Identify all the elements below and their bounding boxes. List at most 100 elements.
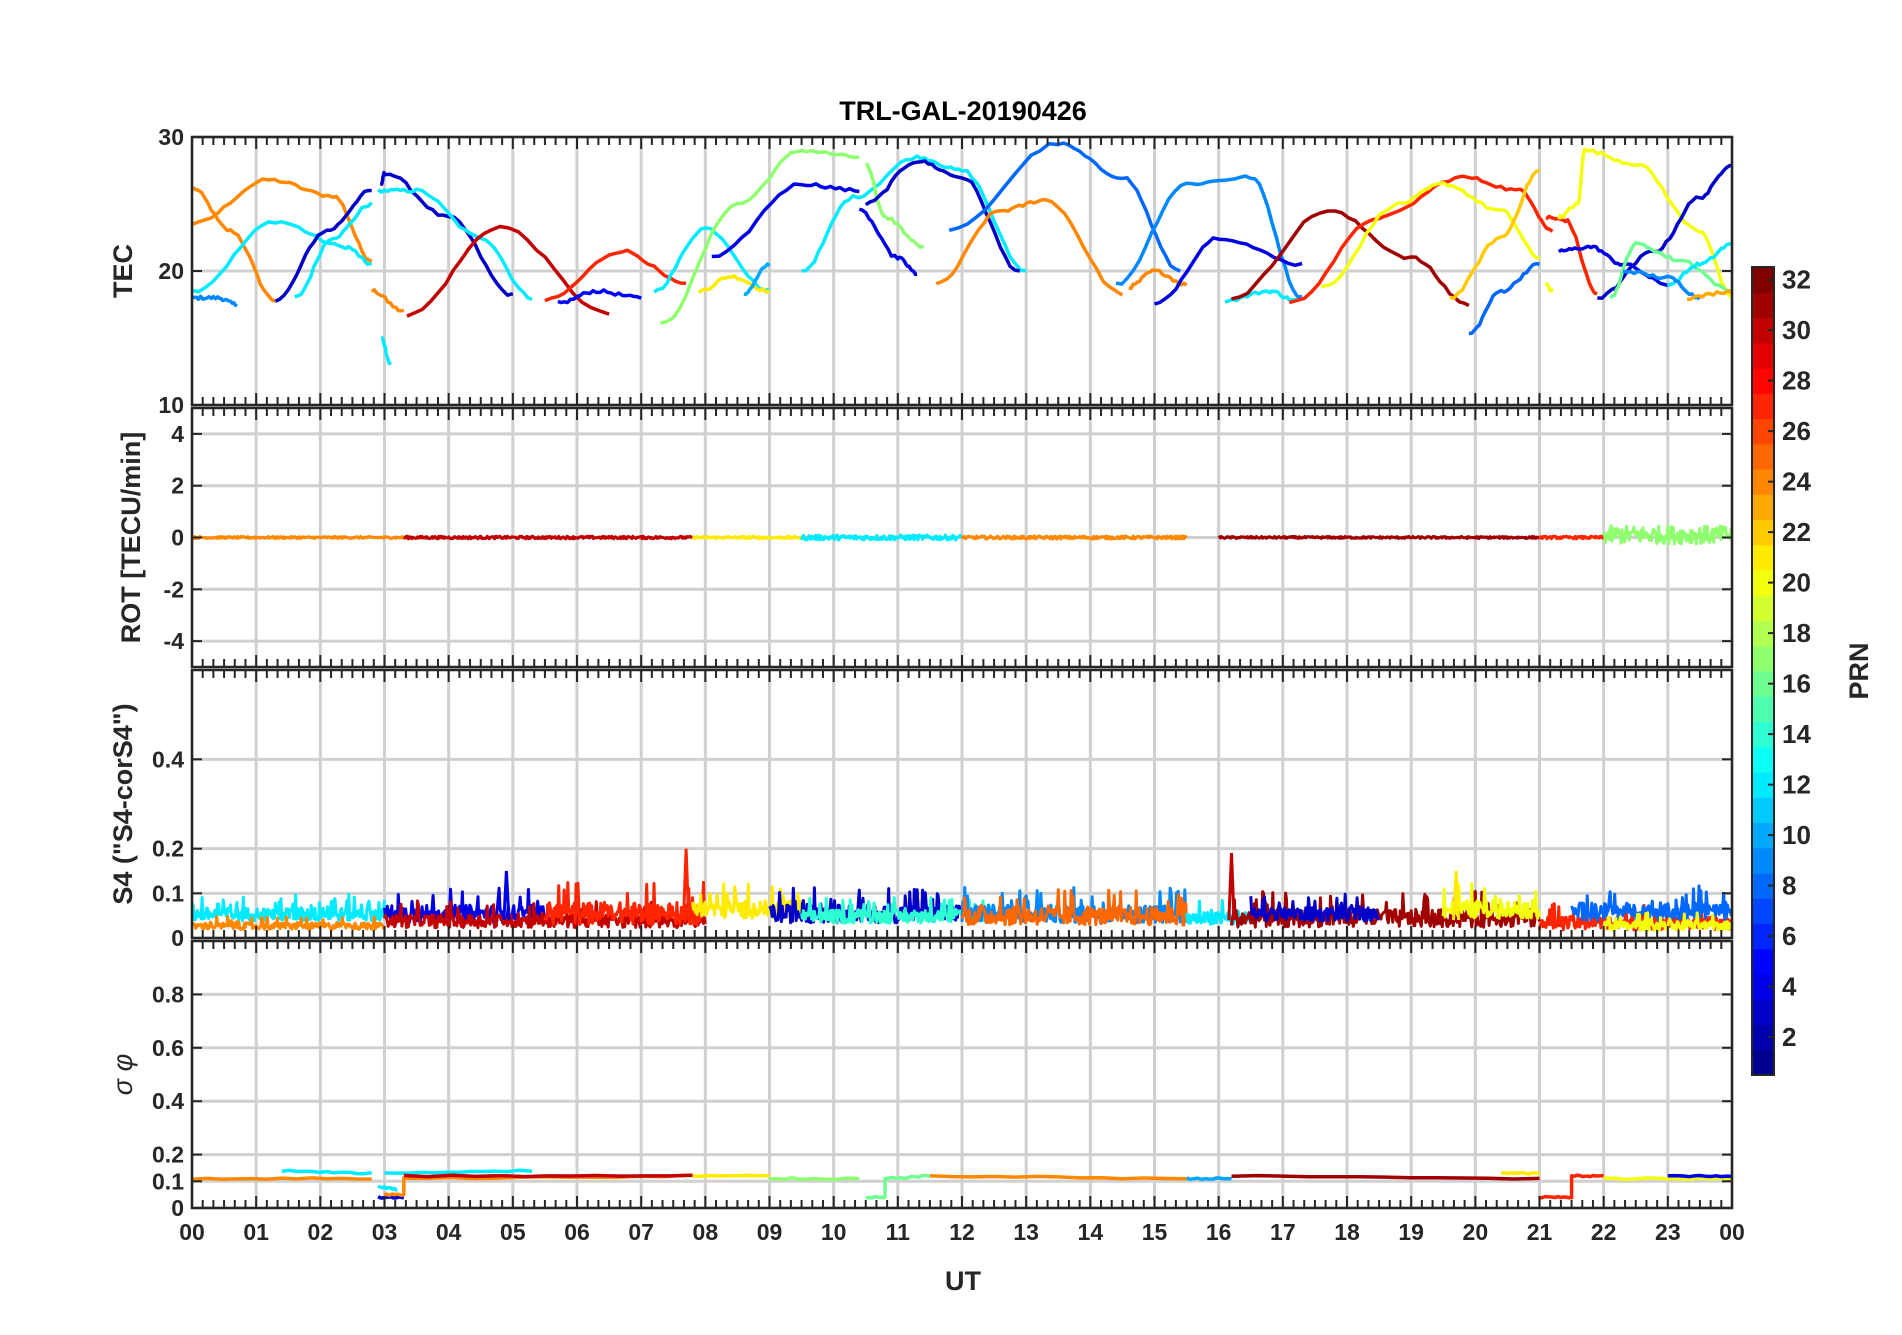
colorbar-bin	[1752, 342, 1774, 369]
series-prn-24	[935, 197, 1124, 297]
series-prn-21	[691, 534, 803, 541]
colorbar-bin	[1752, 267, 1774, 293]
spike-prn-21	[1452, 870, 1461, 921]
series-prn-12	[192, 892, 386, 923]
series-prn-20	[1544, 282, 1554, 293]
colorbar-tick-label: 16	[1782, 669, 1811, 699]
series-prn-30	[403, 534, 694, 541]
colorbar-bin	[1752, 1049, 1774, 1076]
colorbar-tick-label: 2	[1782, 1022, 1796, 1052]
x-tick-labels: 00 01 02 03 04 05 06 07 08 09 10 11 12 13 14 15 16 17 18 19…	[179, 1219, 1745, 1245]
panel-sigma: 00.10.2 0.4 0.6 0.8 σ φ	[108, 939, 1734, 1221]
y-axis-label-rot: ROT [TECU/min]	[116, 432, 146, 643]
series-prn-12	[377, 1184, 398, 1192]
x-tick-label: 15	[1142, 1219, 1168, 1245]
series-prn-4	[1667, 1173, 1732, 1179]
series-prn-17	[659, 148, 860, 325]
x-tick-label: 07	[628, 1219, 654, 1245]
colorbar-bin	[1752, 570, 1774, 596]
series-prn-23	[1687, 288, 1732, 302]
series-prn-9	[1622, 269, 1701, 301]
colorbar-bin	[1752, 822, 1774, 849]
y-tick-label: 0.4	[152, 1088, 184, 1114]
series-prn-16	[1608, 240, 1732, 300]
series-prn-24	[370, 288, 405, 313]
series-prn-12	[281, 1168, 372, 1176]
x-tick-label: 20	[1463, 1219, 1489, 1245]
series-prn-16	[865, 1173, 931, 1200]
y-tick-label: 0.1	[152, 1168, 184, 1194]
colorbar-bin	[1752, 873, 1774, 899]
x-tick-label: 03	[372, 1219, 398, 1245]
colorbar-bin	[1752, 494, 1774, 521]
y-tick-label: -2	[164, 576, 184, 602]
series-prn-8	[1468, 261, 1540, 336]
colorbar-bin	[1752, 746, 1774, 773]
series-prn-5	[557, 288, 642, 305]
series-prn-10	[743, 262, 771, 297]
x-axis-label: UT	[945, 1266, 981, 1296]
series-prn-24	[960, 534, 1188, 541]
colorbar-tick-label: 18	[1782, 618, 1811, 648]
x-tick-label: 09	[757, 1219, 783, 1245]
y-axis-label-sigma: σ φ	[108, 1054, 138, 1095]
spike-prn-4	[502, 870, 511, 921]
series-prn-12	[653, 226, 770, 294]
colorbar-bin	[1752, 948, 1774, 975]
series-prn-3	[274, 188, 372, 303]
series-prn-31	[1231, 209, 1470, 308]
colorbar-tick-label: 10	[1782, 820, 1811, 850]
y-tick-label: 2	[171, 473, 184, 499]
series-prn-25	[960, 888, 1189, 927]
series-prn-22	[1449, 168, 1541, 301]
x-tick-label: 22	[1591, 1219, 1617, 1245]
colorbar-bin	[1752, 645, 1774, 672]
series-prn-27	[544, 248, 687, 303]
y-axis-label-tec: TEC	[108, 244, 138, 298]
series-prn-24	[929, 1173, 1187, 1181]
series-prn-8	[1570, 884, 1732, 923]
series-prn-27	[1538, 534, 1605, 541]
colorbar-bin	[1752, 393, 1774, 420]
series-prn-3	[864, 159, 1021, 273]
series-prn-30	[406, 224, 610, 318]
series-prn-31	[1231, 1173, 1540, 1181]
x-tick-label: 21	[1527, 1219, 1553, 1245]
y-tick-label: 0.2	[152, 836, 184, 862]
series-prn-27	[1545, 214, 1598, 296]
data-s4	[192, 848, 1732, 932]
colorbar-bin	[1752, 999, 1774, 1026]
x-tick-label: 18	[1334, 1219, 1360, 1245]
colorbar-bin	[1752, 898, 1774, 925]
series-prn-10	[1186, 1176, 1232, 1182]
y-tick-label: 4	[171, 421, 184, 447]
colorbar-bin	[1752, 544, 1774, 571]
colorbar-bin	[1752, 721, 1774, 748]
spike-prn-27	[682, 848, 691, 921]
series-prn-3	[377, 1195, 405, 1200]
series-prn-3	[1249, 892, 1381, 923]
y-tick-label: 0	[171, 925, 184, 951]
series-prn-4	[711, 182, 860, 259]
x-tick-label: 10	[821, 1219, 847, 1245]
series-prn-4	[858, 207, 918, 277]
y-tick-label: 20	[158, 258, 184, 284]
series-prn-17	[1602, 524, 1732, 546]
panel-tec: 10 20 30 TEC	[108, 124, 1734, 418]
x-tick-label: 01	[243, 1219, 269, 1245]
series-prn-27	[1288, 174, 1554, 305]
x-tick-label: 11	[886, 1219, 911, 1245]
y-tick-label: 30	[158, 124, 184, 150]
series-prn-4	[1154, 236, 1303, 306]
series-prn-12	[377, 187, 533, 301]
y-tick-label: 10	[158, 392, 184, 418]
series-prn-20	[1557, 147, 1732, 300]
series-prn-17	[865, 162, 925, 250]
colorbar-tick-label: 24	[1782, 467, 1811, 497]
series-prn-17	[769, 1176, 860, 1182]
x-tick-label: 06	[564, 1219, 590, 1245]
colorbar-tick-label: 6	[1782, 921, 1796, 951]
